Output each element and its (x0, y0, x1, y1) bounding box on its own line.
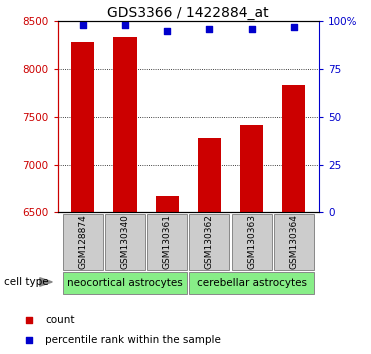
Bar (189, 272, 314, 295)
Text: GSM130361: GSM130361 (163, 214, 172, 269)
Text: GSM130363: GSM130363 (247, 214, 256, 269)
Text: GSM130364: GSM130364 (289, 214, 298, 269)
Bar (63, 213, 103, 270)
Title: GDS3366 / 1422884_at: GDS3366 / 1422884_at (108, 6, 269, 20)
Point (26, 317, 32, 323)
Text: cerebellar astrocytes: cerebellar astrocytes (197, 278, 306, 288)
Bar (114, 36, 137, 212)
Bar (155, 196, 179, 212)
Bar (274, 213, 314, 270)
Bar (63, 272, 187, 295)
Text: neocortical astrocytes: neocortical astrocytes (67, 278, 183, 288)
Bar (198, 138, 221, 212)
Text: cell type: cell type (4, 277, 48, 287)
Bar (147, 213, 187, 270)
Text: count: count (45, 315, 75, 325)
Bar (71, 42, 94, 212)
Point (26, 337, 32, 343)
Text: GSM128874: GSM128874 (78, 214, 87, 269)
Text: percentile rank within the sample: percentile rank within the sample (45, 335, 221, 345)
Bar (232, 213, 272, 270)
Text: GSM130340: GSM130340 (121, 214, 129, 269)
Bar (105, 213, 145, 270)
Point (206, 26, 212, 32)
Point (80, 22, 86, 28)
Point (122, 22, 128, 28)
Text: GSM130362: GSM130362 (205, 214, 214, 269)
Bar (189, 213, 229, 270)
Point (164, 28, 170, 34)
Bar (282, 85, 305, 212)
Point (249, 26, 255, 32)
Bar (240, 125, 263, 212)
Point (291, 24, 297, 30)
Polygon shape (40, 278, 52, 286)
